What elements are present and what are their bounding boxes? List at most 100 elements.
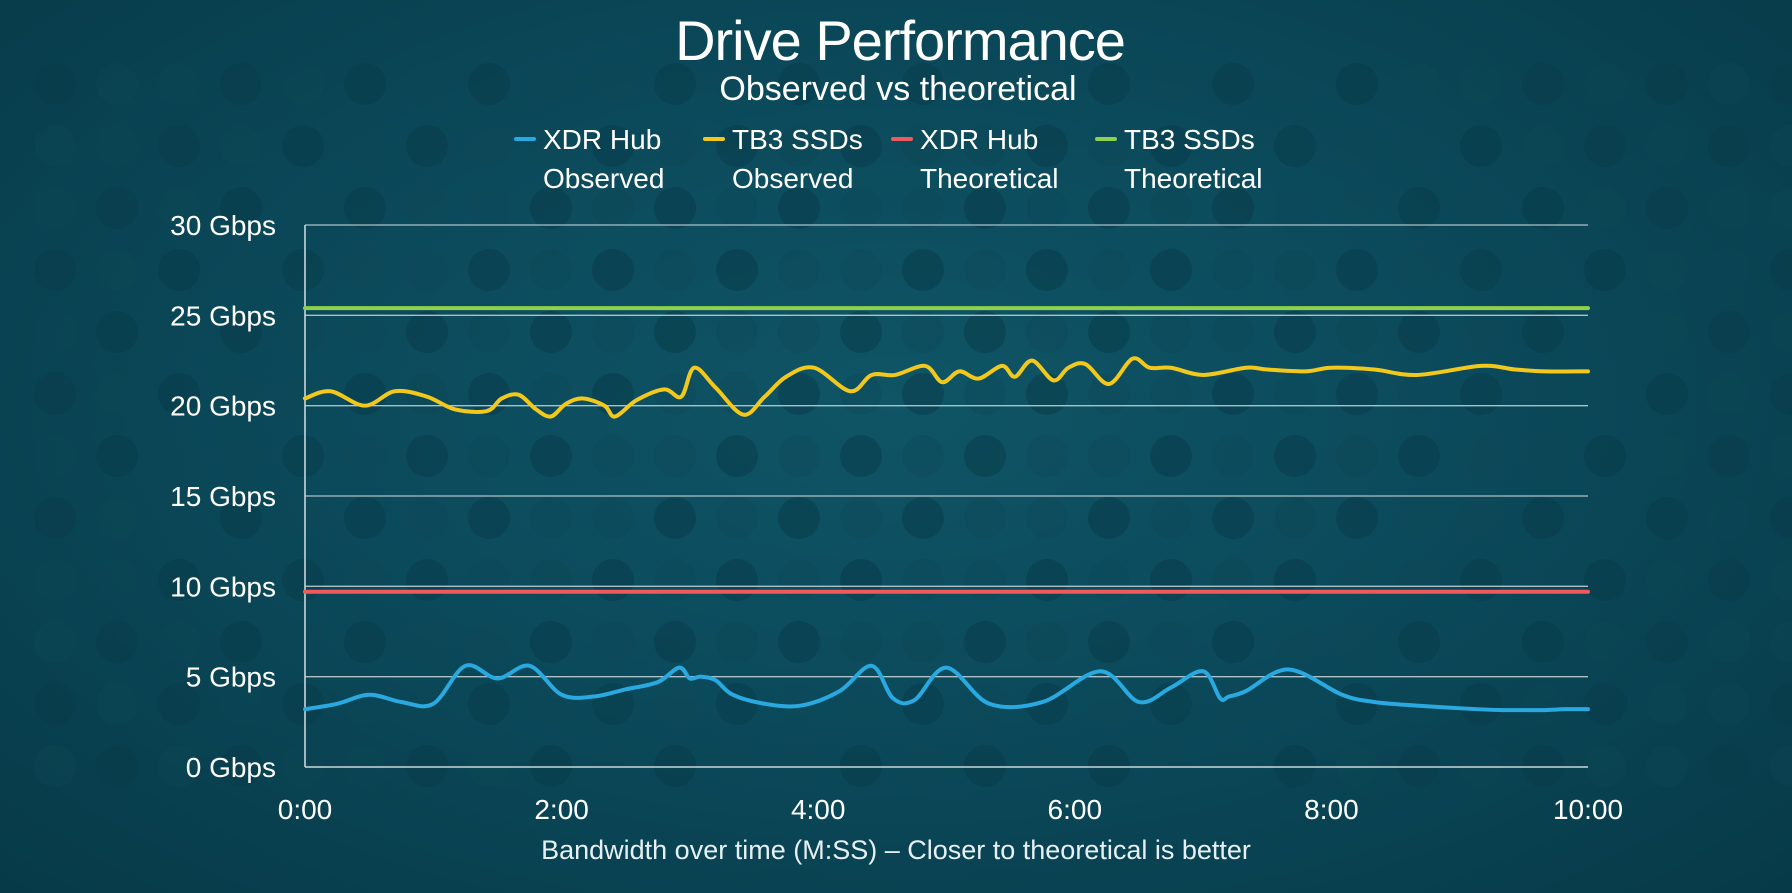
decor-dot <box>1088 125 1130 167</box>
decor-dot <box>840 559 882 601</box>
decor-dot <box>1150 497 1192 539</box>
decor-dot <box>1584 373 1626 415</box>
decor-dot <box>282 187 324 229</box>
decor-dot <box>902 745 944 787</box>
decor-dot <box>34 621 76 663</box>
decor-dot <box>1274 249 1316 291</box>
decor-dot <box>1274 745 1316 787</box>
decor-dot <box>220 249 262 291</box>
decor-dot <box>778 373 820 415</box>
decor-dot <box>1212 125 1254 167</box>
decor-dot <box>1088 497 1130 539</box>
decor-dot <box>220 63 262 105</box>
decor-dot <box>530 497 572 539</box>
decor-dot <box>344 621 386 663</box>
decor-dot <box>1336 63 1378 105</box>
decor-dot <box>1274 497 1316 539</box>
decor-dot <box>282 559 324 601</box>
decor-dot <box>344 745 386 787</box>
decor-dot <box>1088 621 1130 663</box>
decor-dot <box>158 497 200 539</box>
decor-dot <box>158 435 200 477</box>
decor-dot <box>902 621 944 663</box>
decor-dot <box>778 621 820 663</box>
decor-dot <box>716 63 758 105</box>
decor-dot <box>406 497 448 539</box>
decor-dot <box>34 683 76 725</box>
decor-dot <box>1584 249 1626 291</box>
decor-dot <box>1708 125 1750 167</box>
decor-dot <box>902 311 944 353</box>
decor-dot <box>96 187 138 229</box>
decor-dot <box>1150 559 1192 601</box>
decor-dot <box>654 435 696 477</box>
legend-label-line2: Theoretical <box>920 163 1059 194</box>
decor-dot <box>902 559 944 601</box>
decor-dot <box>840 435 882 477</box>
decor-dot <box>964 311 1006 353</box>
decor-dot <box>406 373 448 415</box>
decor-dot <box>158 63 200 105</box>
decor-dot <box>654 63 696 105</box>
decor-dot <box>1522 311 1564 353</box>
decor-dot <box>1150 435 1192 477</box>
x-tick-label: 2:00 <box>534 794 589 825</box>
decor-dot <box>96 621 138 663</box>
decor-dot <box>964 559 1006 601</box>
decor-dot <box>1460 683 1502 725</box>
decor-dot <box>220 311 262 353</box>
decor-dot <box>96 63 138 105</box>
y-tick-label: 20 Gbps <box>170 391 276 422</box>
decor-dot <box>34 187 76 229</box>
decor-dot <box>344 559 386 601</box>
decor-dot <box>158 311 200 353</box>
decor-dot <box>716 621 758 663</box>
decor-dot <box>1460 63 1502 105</box>
decor-dot <box>468 559 510 601</box>
decor-dot <box>964 187 1006 229</box>
x-tick-label: 6:00 <box>1048 794 1103 825</box>
decor-dot <box>530 187 572 229</box>
decor-dot <box>344 249 386 291</box>
decor-dot <box>1646 497 1688 539</box>
decor-dot <box>1460 125 1502 167</box>
decor-dot <box>96 435 138 477</box>
decor-dot <box>1708 559 1750 601</box>
decor-dot <box>406 187 448 229</box>
decor-dot <box>902 435 944 477</box>
decor-dot <box>1522 63 1564 105</box>
decor-dot <box>1150 125 1192 167</box>
decor-dot <box>282 745 324 787</box>
decor-dot <box>96 559 138 601</box>
decor-dot <box>1770 559 1792 601</box>
decor-dot <box>468 497 510 539</box>
y-tick-label: 5 Gbps <box>186 662 276 693</box>
decor-dot <box>964 435 1006 477</box>
decor-dot <box>1026 63 1068 105</box>
decor-dot <box>158 373 200 415</box>
decor-dot <box>592 63 634 105</box>
decor-dot <box>964 497 1006 539</box>
decor-dot <box>1088 745 1130 787</box>
chart-title: Drive Performance <box>675 9 1125 72</box>
decor-dot <box>1336 187 1378 229</box>
decor-dot <box>964 745 1006 787</box>
decor-dot <box>840 125 882 167</box>
series-line-xdr-hub-observed <box>303 663 1590 713</box>
decor-dot <box>220 497 262 539</box>
decor-dot <box>654 187 696 229</box>
background-pattern <box>34 63 1792 787</box>
decor-dot <box>1088 249 1130 291</box>
decor-dot <box>1522 249 1564 291</box>
decor-dot <box>530 621 572 663</box>
series-line-tb3-ssds-observed <box>303 356 1590 419</box>
decor-dot <box>1708 621 1750 663</box>
decor-dot <box>1274 125 1316 167</box>
decor-dot <box>964 63 1006 105</box>
decor-dot <box>1212 621 1254 663</box>
decor-dot <box>96 373 138 415</box>
decor-dot <box>1460 249 1502 291</box>
y-axis-ticks: 0 Gbps 5 Gbps 10 Gbps 15 Gbps 20 Gbps 25 Gbps… <box>170 210 276 783</box>
decor-dot <box>964 621 1006 663</box>
decor-dot <box>344 311 386 353</box>
